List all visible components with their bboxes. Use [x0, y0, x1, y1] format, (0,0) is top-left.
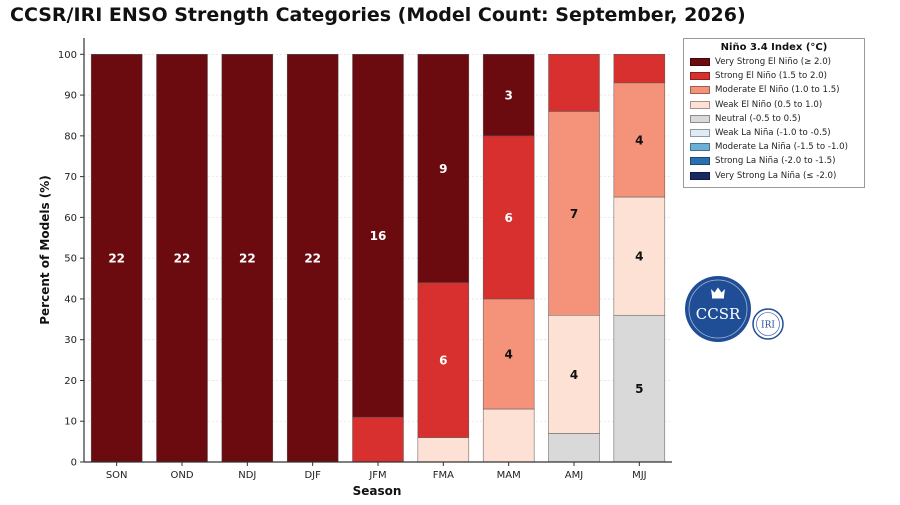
y-tick-label: 60	[64, 213, 77, 224]
legend-label: Weak El Niño (0.5 to 1.0)	[715, 99, 823, 110]
legend-label: Strong El Niño (1.5 to 2.0)	[715, 71, 827, 82]
bar-segment	[482, 298, 535, 410]
legend-swatch	[690, 86, 710, 95]
crown-icon	[711, 287, 725, 299]
y-tick-label: 10	[64, 417, 77, 428]
legend-entry: Very Strong La Niña (≤ -2.0)	[690, 169, 858, 183]
x-tick-label: MAM	[497, 470, 521, 481]
legend-swatch	[690, 143, 710, 152]
bar-segment	[221, 54, 274, 463]
x-tick-label: OND	[170, 470, 193, 481]
legend-label: Very Strong La Niña (≤ -2.0)	[715, 170, 837, 181]
x-tick-label: DJF	[304, 470, 321, 481]
legend-label: Neutral (-0.5 to 0.5)	[715, 113, 801, 124]
legend-label: Strong La Niña (-2.0 to -1.5)	[715, 156, 836, 167]
y-tick-label: 90	[64, 91, 77, 102]
bars	[90, 54, 666, 463]
x-tick-label: MJJ	[632, 470, 647, 481]
legend-swatch	[690, 129, 710, 138]
legend-entries: Very Strong El Niño (≥ 2.0) Strong El Niñ…	[690, 55, 858, 183]
legend-swatch	[690, 58, 710, 67]
bar-value-label: 5	[635, 382, 643, 396]
legend-entry: Weak El Niño (0.5 to 1.0)	[690, 98, 858, 112]
legend-label: Moderate La Niña (-1.5 to -1.0)	[715, 142, 848, 153]
bar-value-label: 22	[108, 252, 125, 266]
y-tick-label: 40	[64, 294, 77, 305]
bar-segment	[156, 54, 208, 463]
x-tick-label: SON	[106, 470, 128, 481]
legend-swatch	[690, 157, 710, 166]
legend-swatch	[690, 171, 710, 180]
bar-segment	[548, 54, 600, 112]
bar-segment	[90, 54, 143, 463]
bar-value-label: 4	[504, 347, 512, 361]
bar-segment	[613, 82, 666, 198]
bar-value-label: 9	[439, 162, 447, 176]
logo-text: CCSR	[696, 305, 741, 323]
iri-badge	[752, 308, 784, 340]
bar-segment	[548, 111, 600, 316]
axes: 0 10 20 30 40 50 60 70 80 90 100 SON OND NDJ DJF JFM FMA…	[58, 38, 672, 481]
y-axis-label: Percent of Models (%)	[38, 175, 52, 325]
bar-segment	[286, 54, 339, 463]
bar-segment	[417, 54, 470, 283]
bar-segment	[613, 54, 666, 84]
bar-segment	[613, 196, 666, 316]
y-tick-label: 30	[64, 335, 77, 346]
bar-segment	[482, 54, 535, 137]
bar-value-label: 16	[370, 229, 387, 243]
bar-value-label: 22	[239, 252, 256, 266]
bar-value-labels: 22 22 22 22 16 6 9 4 6 3 4 7 5 4 4	[108, 89, 643, 397]
bar-value-label: 4	[635, 133, 643, 147]
legend: Niño 3.4 Index (°C) Very Strong El Niño …	[683, 38, 865, 188]
x-axis-label: Season	[353, 484, 402, 498]
bar-segment	[482, 135, 535, 300]
legend-entry: Neutral (-0.5 to 0.5)	[690, 112, 858, 126]
y-tick-label: 20	[64, 376, 77, 387]
legend-label: Weak La Niña (-1.0 to -0.5)	[715, 128, 831, 139]
legend-swatch	[690, 114, 710, 123]
bar-segment	[352, 54, 404, 418]
bar-segment	[417, 437, 470, 463]
legend-entry: Moderate El Niño (1.0 to 1.5)	[690, 83, 858, 97]
x-tick-label: FMA	[433, 470, 454, 481]
bar-value-label: 4	[635, 250, 643, 264]
legend-entry: Moderate La Niña (-1.5 to -1.0)	[690, 140, 858, 154]
y-tick-label: 50	[64, 254, 77, 265]
bar-segment	[352, 416, 404, 463]
bar-value-label: 6	[504, 211, 512, 225]
ccsr-iri-logo: CCSR IRI	[685, 276, 784, 342]
bar-value-label: 4	[570, 368, 578, 382]
bar-value-label: 22	[304, 252, 321, 266]
y-tick-label: 0	[71, 458, 77, 469]
y-tick-label: 100	[58, 50, 77, 61]
bar-value-label: 7	[570, 207, 578, 221]
chart-title: CCSR/IRI ENSO Strength Categories (Model…	[10, 4, 746, 26]
iri-badge-text: IRI	[761, 321, 775, 331]
legend-label: Moderate El Niño (1.0 to 1.5)	[715, 85, 840, 96]
y-tick-label: 80	[64, 131, 77, 142]
x-tick-label: NDJ	[238, 470, 256, 481]
legend-entry: Strong La Niña (-2.0 to -1.5)	[690, 154, 858, 168]
bar-segment	[482, 408, 535, 463]
legend-entry: Strong El Niño (1.5 to 2.0)	[690, 69, 858, 83]
legend-label: Very Strong El Niño (≥ 2.0)	[715, 57, 832, 68]
legend-title: Niño 3.4 Index (°C)	[720, 42, 828, 53]
bar-value-label: 3	[504, 89, 512, 103]
ccsr-seal	[685, 276, 751, 342]
bar-segment	[548, 433, 600, 463]
legend-swatch	[690, 100, 710, 109]
legend-swatch	[690, 72, 710, 81]
bar-value-label: 22	[174, 252, 191, 266]
x-tick-label: JFM	[368, 470, 386, 481]
legend-entry: Very Strong El Niño (≥ 2.0)	[690, 55, 858, 69]
bar-value-label: 6	[439, 354, 447, 368]
bar-segment	[613, 314, 666, 463]
y-tick-label: 70	[64, 172, 77, 183]
bar-segment	[548, 314, 600, 434]
x-tick-label: AMJ	[565, 470, 583, 481]
legend-entry: Weak La Niña (-1.0 to -0.5)	[690, 126, 858, 140]
